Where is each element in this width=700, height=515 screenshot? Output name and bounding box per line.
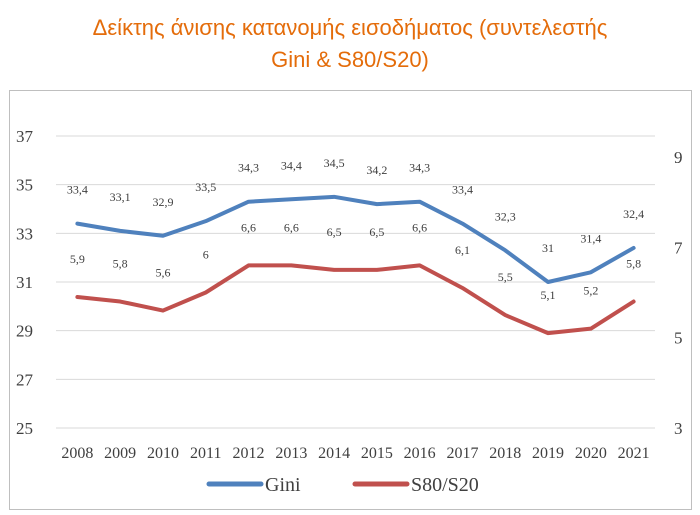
data-label: 33,5 — [195, 180, 216, 194]
data-label: 34,4 — [281, 158, 302, 172]
x-tick-label: 2008 — [61, 445, 93, 462]
legend-label: S80/S20 — [411, 474, 479, 496]
data-label: 34,3 — [238, 161, 259, 175]
y-left-tick-label: 25 — [16, 419, 33, 438]
data-label: 5,8 — [626, 257, 641, 271]
y-right-tick-label: 5 — [674, 329, 683, 348]
data-label: 6,6 — [241, 220, 256, 234]
x-tick-label: 2011 — [190, 445, 221, 462]
y-left-tick-label: 37 — [16, 127, 34, 146]
y-left-tick-label: 29 — [16, 322, 33, 341]
chart-title-line1: Δείκτης άνισης κατανομής εισοδήματος (συ… — [92, 15, 608, 40]
x-tick-label: 2019 — [532, 445, 564, 462]
gridlines — [56, 135, 655, 429]
x-tick-label: 2018 — [489, 445, 521, 462]
x-tick-label: 2017 — [446, 445, 478, 462]
data-label: 5,5 — [498, 270, 513, 284]
x-tick-label: 2020 — [575, 445, 607, 462]
data-label: 34,2 — [366, 163, 387, 177]
data-label: 33,4 — [452, 183, 473, 197]
chart-title: Δείκτης άνισης κατανομής εισοδήματος (συ… — [0, 12, 700, 76]
y-left-tick-label: 27 — [16, 370, 34, 389]
chart-title-line2: Gini & S80/S20) — [271, 47, 429, 72]
data-label: 32,9 — [152, 195, 173, 209]
data-label: 5,8 — [113, 257, 128, 271]
series-line-s80-s20 — [75, 263, 636, 336]
x-tick-label: 2021 — [618, 445, 650, 462]
data-label: 6,5 — [327, 225, 342, 239]
data-label: 6,6 — [284, 220, 299, 234]
data-label: 33,1 — [110, 190, 131, 204]
y-left-tick-label: 35 — [16, 176, 33, 195]
chart-frame — [9, 90, 692, 510]
y-left-tick-label: 33 — [16, 224, 33, 243]
series-lines — [75, 194, 636, 336]
data-label: 6,1 — [455, 243, 470, 257]
data-label: 6,5 — [369, 225, 384, 239]
y-right-tick-label: 7 — [674, 238, 683, 257]
x-tick-label: 2015 — [361, 445, 393, 462]
data-label: 33,4 — [67, 183, 88, 197]
data-labels: 33,4 33,1 32,9 33,5 34,3 34,4 34,5 34,2 34,3 33,4… — [67, 156, 644, 302]
x-tick-label: 2016 — [404, 445, 436, 462]
data-label: 5,2 — [583, 284, 598, 298]
data-label: 6,6 — [412, 220, 427, 234]
data-label: 31,4 — [580, 231, 601, 245]
legend-label: Gini — [265, 474, 301, 496]
data-label: 34,3 — [409, 161, 430, 175]
y-right-tick-label: 9 — [674, 148, 683, 167]
data-label: 5,9 — [70, 252, 85, 266]
data-label: 34,5 — [324, 156, 345, 170]
x-tick-label: 2013 — [275, 445, 307, 462]
data-label: 31 — [542, 241, 554, 255]
data-label: 6 — [203, 248, 209, 262]
x-tick-label: 2014 — [318, 445, 350, 462]
y-right-tick-label: 3 — [674, 419, 683, 438]
series-line-gini — [75, 194, 636, 284]
x-tick-label: 2009 — [104, 445, 136, 462]
data-label: 5,1 — [541, 288, 556, 302]
x-tick-label: 2010 — [147, 445, 179, 462]
data-label: 5,6 — [155, 266, 170, 280]
x-tick-label: 2012 — [233, 445, 265, 462]
data-label: 32,3 — [495, 209, 516, 223]
legend: Gini S80/S20 — [206, 474, 479, 496]
data-label: 32,4 — [623, 207, 644, 221]
y-left-tick-label: 31 — [16, 273, 33, 292]
